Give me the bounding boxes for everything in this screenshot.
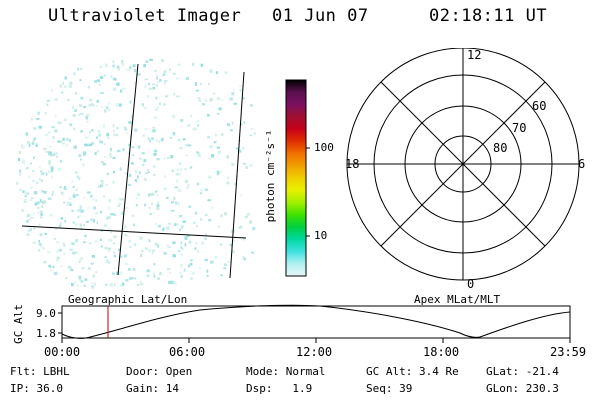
y-tick-1-8: 1.8 bbox=[36, 327, 56, 340]
mlt-label-18: 18 bbox=[345, 157, 359, 171]
status-gc-alt: GC Alt: 3.4 Re bbox=[366, 365, 459, 378]
colorbar-scale bbox=[285, 79, 307, 277]
colorbar-unit-label: photon cm⁻²s⁻¹ bbox=[264, 130, 277, 223]
polar-mlat-mlt-plot: 12 18 6 0 60 70 80 bbox=[345, 48, 585, 291]
longitude-line-1 bbox=[117, 63, 139, 276]
gc-alt-axis-label: GC Alt bbox=[12, 304, 25, 344]
instrument-title: Ultraviolet Imager bbox=[48, 6, 242, 26]
status-filter: Flt: LBHL bbox=[10, 365, 70, 378]
status-glat: GLat: -21.4 bbox=[486, 365, 559, 378]
colorbar-tick-10: 10 bbox=[314, 229, 328, 242]
status-door: Door: Open bbox=[126, 365, 193, 378]
uv-image-panel bbox=[16, 58, 256, 289]
status-ip: IP: 36.0 bbox=[10, 382, 63, 395]
x-tick-1800: 18:00 bbox=[423, 345, 459, 359]
lat-label-70: 70 bbox=[512, 121, 526, 135]
x-tick-0000: 00:00 bbox=[44, 345, 80, 359]
orbit-altitude-strip: GC Alt 9.0 1.8 00:00 06:00 12:00 18:00 2… bbox=[12, 304, 586, 359]
strip-frame bbox=[61, 305, 571, 339]
x-tick-1200: 12:00 bbox=[296, 345, 332, 359]
colorbar: photon cm⁻²s⁻¹ bbox=[264, 79, 310, 277]
altitude-curve bbox=[61, 304, 571, 339]
lat-label-80: 80 bbox=[493, 141, 507, 155]
status-gain: Gain: 14 bbox=[126, 382, 179, 395]
time-label: 02:18:11 UT bbox=[429, 6, 548, 26]
status-seq: Seq: 39 bbox=[366, 382, 413, 395]
x-tick-2359: 23:59 bbox=[550, 345, 586, 359]
lat-label-60: 60 bbox=[532, 99, 546, 113]
emission-dots bbox=[16, 58, 256, 289]
status-glon: GLon: 230.3 bbox=[486, 382, 559, 395]
latitude-line bbox=[21, 225, 247, 239]
mlt-label-0: 0 bbox=[467, 277, 474, 291]
status-dsp: Dsp: 1.9 bbox=[246, 382, 313, 395]
status-mode: Mode: Normal bbox=[246, 365, 326, 378]
mlt-label-6: 6 bbox=[578, 157, 585, 171]
colorbar-tick-100: 100 bbox=[314, 141, 334, 154]
longitude-line-2 bbox=[229, 71, 245, 279]
x-tick-0600: 06:00 bbox=[169, 345, 205, 359]
geographic-lat-lon-label: Geographic Lat/Lon bbox=[68, 293, 188, 306]
mlt-label-12: 12 bbox=[467, 48, 481, 62]
y-tick-9: 9.0 bbox=[36, 307, 56, 320]
date-label: 01 Jun 07 bbox=[272, 6, 369, 26]
apex-mlat-mlt-label: Apex MLat/MLT bbox=[414, 293, 501, 306]
